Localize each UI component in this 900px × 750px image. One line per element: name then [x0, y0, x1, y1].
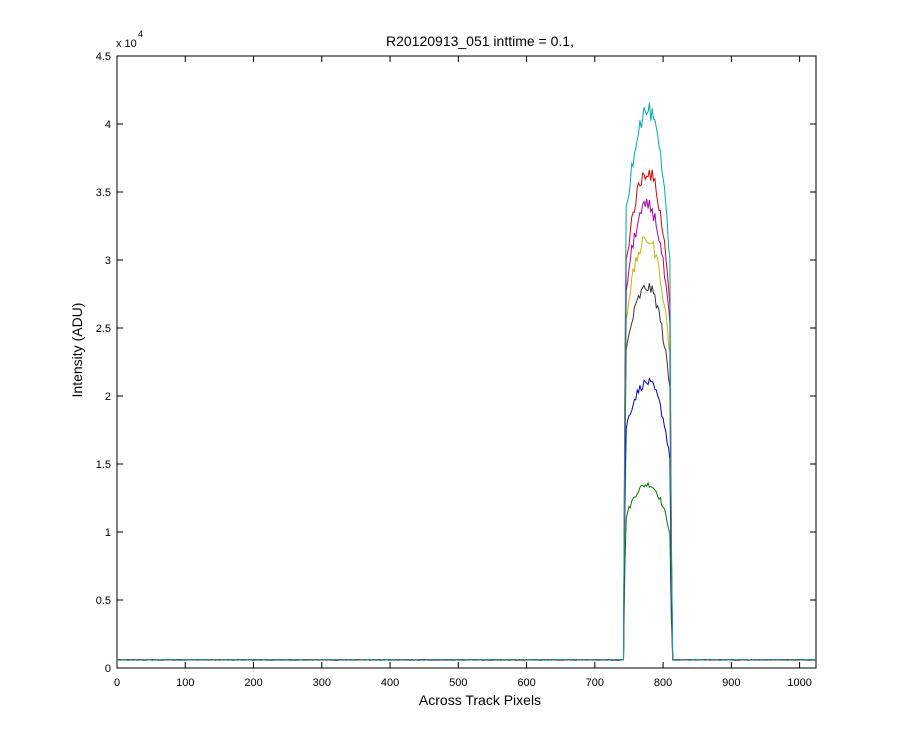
y-tick-label: 4.5 [96, 51, 111, 63]
chart-title: R20120913_051 inttime = 0.1, [386, 33, 574, 49]
x-tick-label: 100 [176, 677, 194, 689]
y-tick-label: 2 [105, 391, 111, 403]
y-tick-label: 0.5 [96, 595, 111, 607]
y-axis-label: Intensity (ADU) [69, 303, 85, 398]
y-tick-label: 3.5 [96, 187, 111, 199]
x-axis-ticks: 0 100 200 300 400 500 600 700 800 900 1000 [114, 56, 812, 689]
x-tick-label: 0 [114, 677, 120, 689]
x-tick-label: 700 [586, 677, 604, 689]
y-tick-label: 1.5 [96, 459, 111, 471]
y-multiplier-label: x 10 [116, 38, 137, 50]
x-tick-label: 900 [722, 677, 740, 689]
y-multiplier-exponent: 4 [138, 29, 143, 39]
x-tick-label: 1000 [787, 677, 811, 689]
y-tick-label: 4 [105, 119, 111, 131]
y-tick-label: 1 [105, 527, 111, 539]
plot-area [116, 55, 817, 669]
y-axis-ticks: 0 0.5 1 1.5 2 2.5 3 3.5 4 4.5 [96, 51, 816, 675]
y-tick-label: 2.5 [96, 323, 111, 335]
x-tick-label: 300 [313, 677, 331, 689]
x-tick-label: 600 [517, 677, 535, 689]
y-tick-label: 0 [105, 663, 111, 675]
series-layer [116, 102, 817, 661]
x-axis-label: Across Track Pixels [419, 692, 541, 708]
x-tick-label: 800 [654, 677, 672, 689]
series-line [116, 102, 817, 661]
y-tick-label: 3 [105, 255, 111, 267]
x-tick-label: 500 [449, 677, 467, 689]
x-tick-label: 400 [381, 677, 399, 689]
x-tick-label: 200 [244, 677, 262, 689]
